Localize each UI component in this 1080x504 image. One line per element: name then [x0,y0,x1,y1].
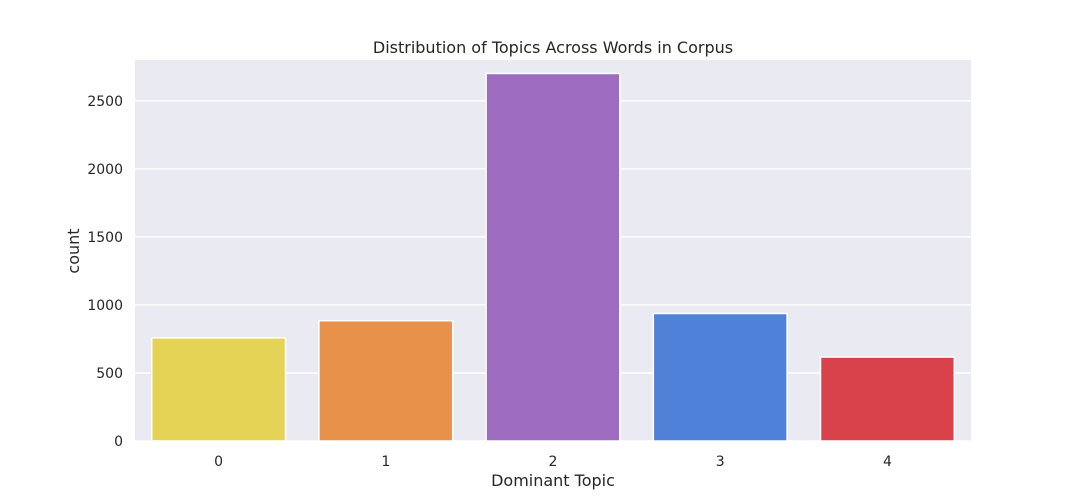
x-tick-label: 0 [214,454,223,470]
y-tick-label: 1500 [87,230,123,246]
x-tick-label: 3 [716,454,725,470]
y-axis-label: count [64,228,83,273]
y-tick-label: 2500 [87,94,123,110]
bars [150,72,956,442]
bar-topic-3 [652,312,788,442]
x-tick-labels: 0 1 2 3 4 [214,454,892,470]
y-tick-label: 500 [96,366,123,382]
bar-topic-1 [318,319,454,442]
y-tick-label: 0 [114,434,123,450]
x-axis-label: Dominant Topic [491,471,615,490]
chart-title: Distribution of Topics Across Words in C… [373,38,733,57]
y-tick-label: 1000 [87,298,123,314]
x-tick-label: 1 [381,454,390,470]
bar-topic-4 [819,356,956,442]
y-tick-labels: 0 500 1000 1500 2000 2500 [87,94,123,450]
y-tick-label: 2000 [87,162,123,178]
bar-topic-2 [485,72,621,442]
bar-topic-0 [150,337,287,442]
x-tick-label: 2 [549,454,558,470]
x-tick-label: 4 [883,454,892,470]
